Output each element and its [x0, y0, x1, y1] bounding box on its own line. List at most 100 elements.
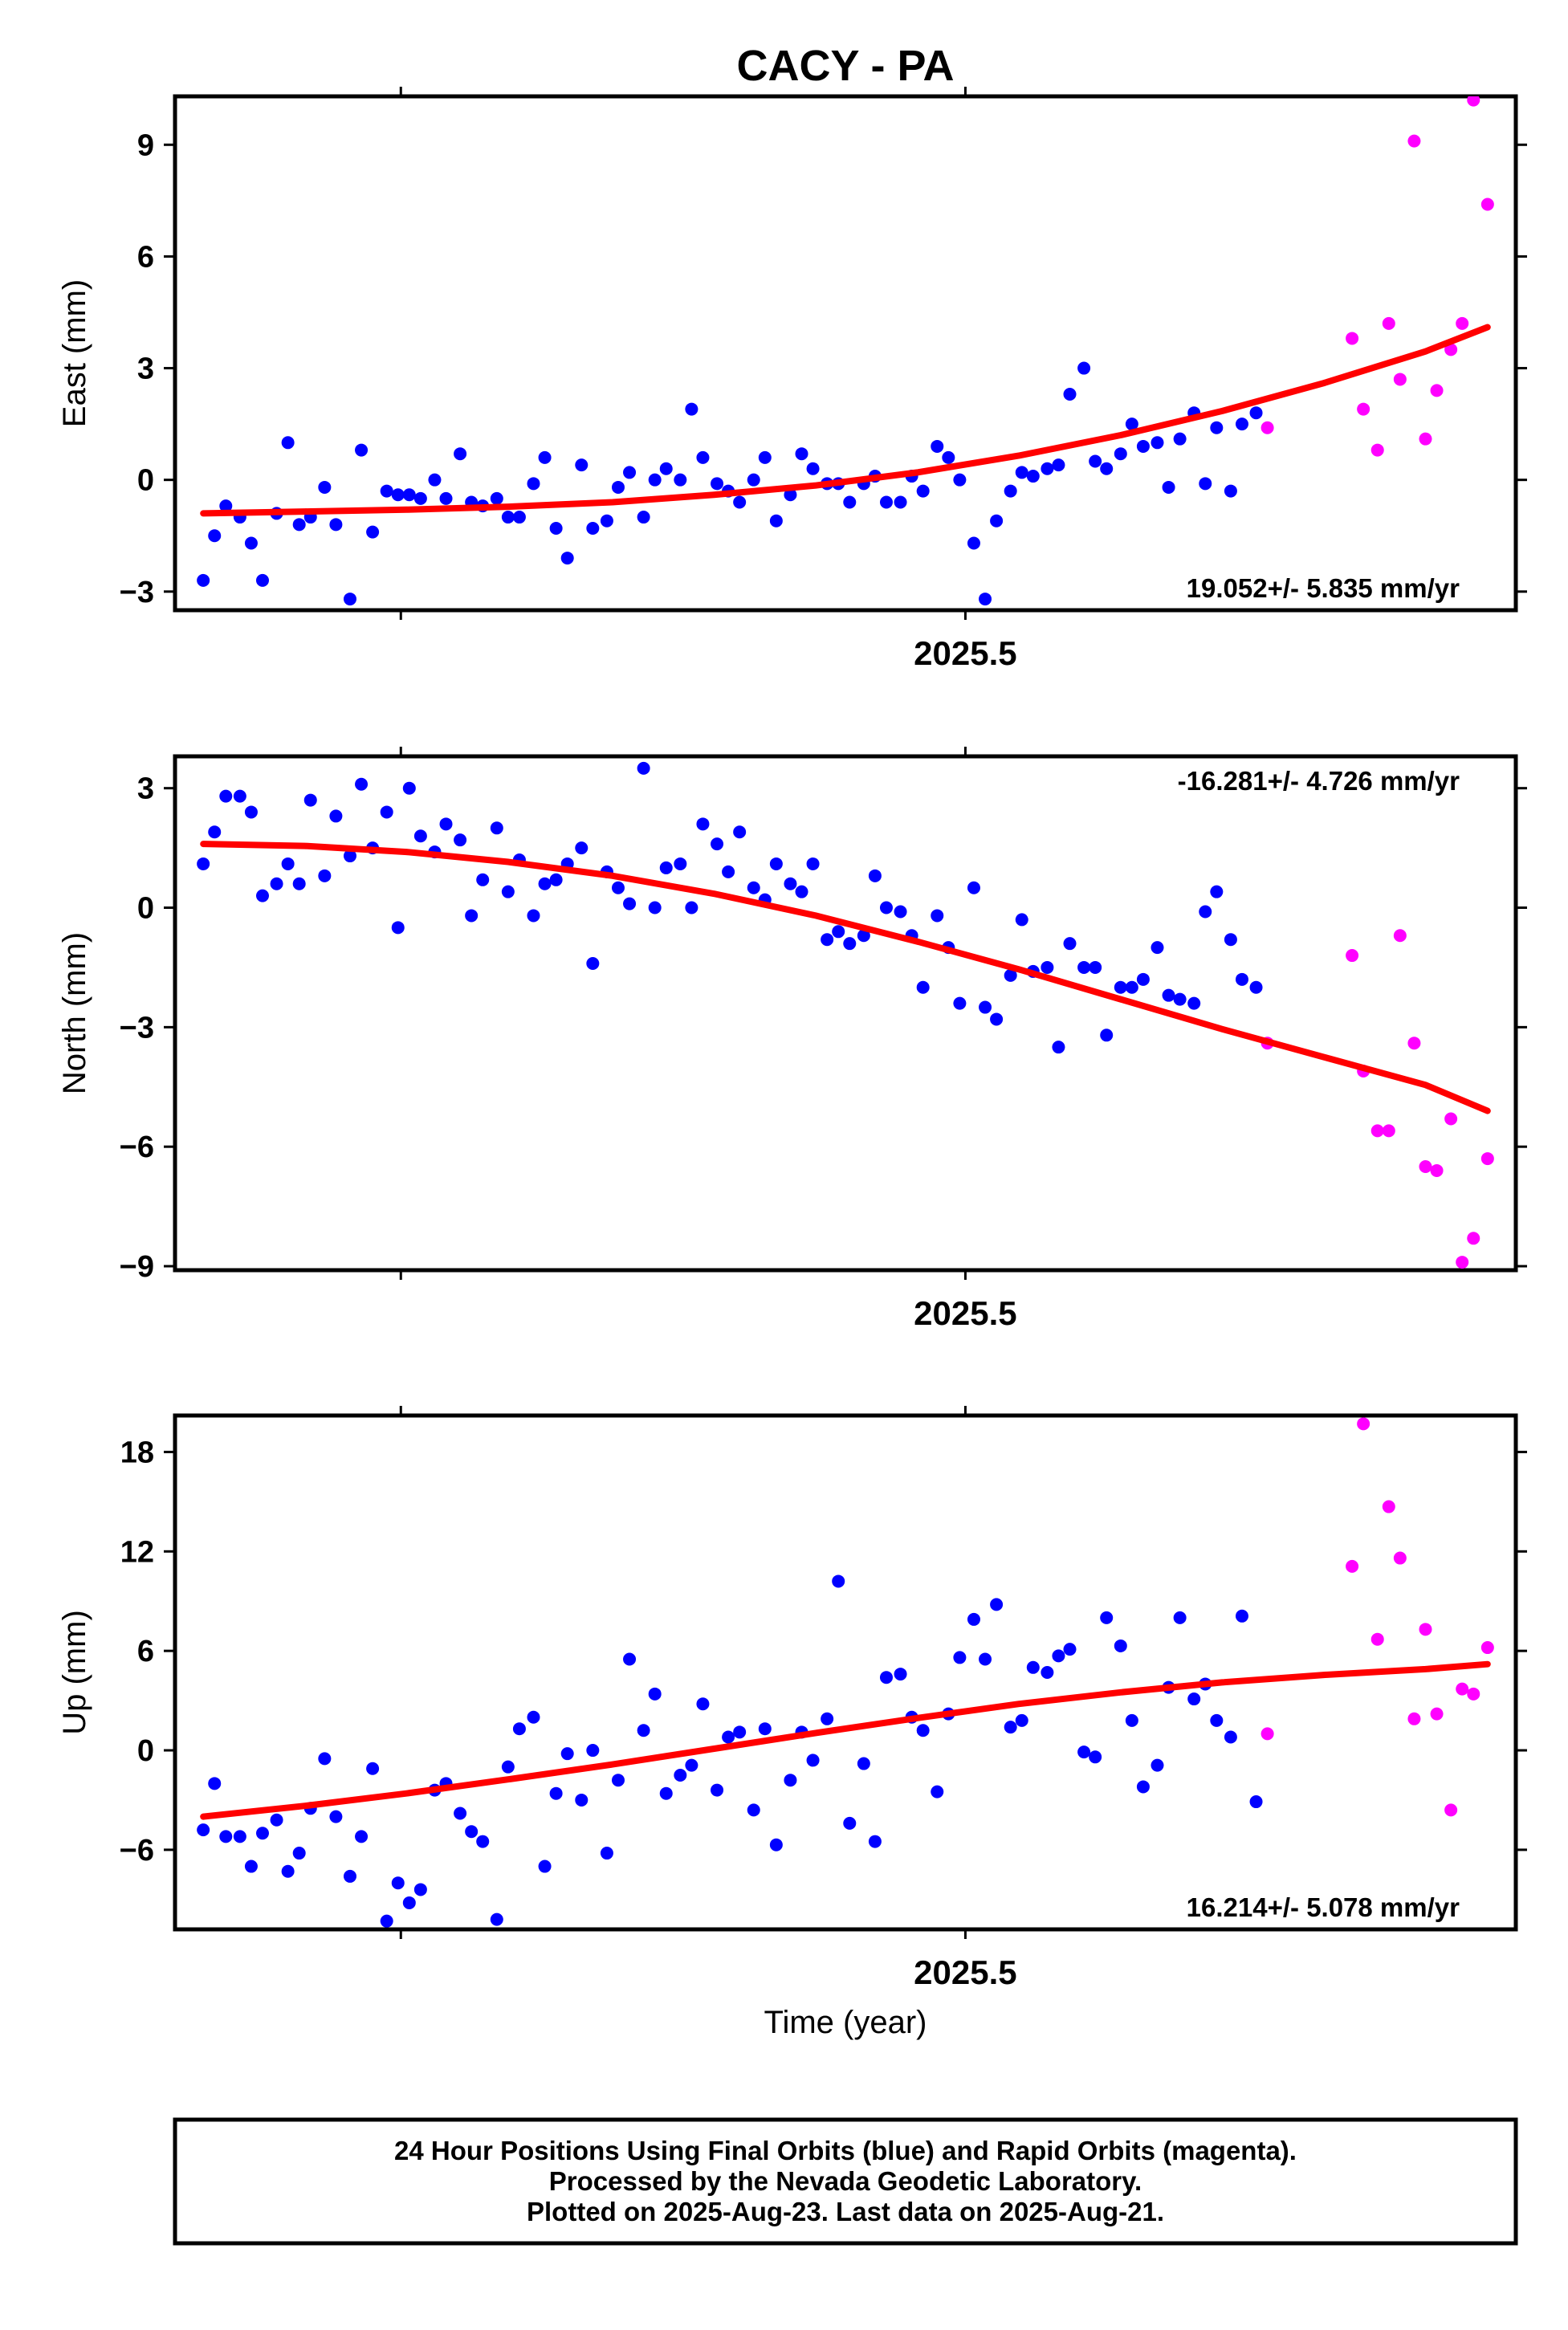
east-final-point — [560, 552, 574, 565]
east-final-point — [953, 473, 967, 487]
east-final-point — [1100, 462, 1114, 475]
north-final-point — [465, 909, 479, 923]
north-ytick-label: −9 — [120, 1250, 154, 1284]
north-final-point — [1235, 972, 1248, 986]
up-final-point — [244, 1860, 258, 1873]
north-ytick-label: −3 — [120, 1011, 154, 1045]
north-xtick-label: 2025.5 — [914, 1294, 1016, 1332]
north-final-point — [1173, 992, 1187, 1006]
east-rapid-point — [1467, 96, 1480, 107]
up-xtick-label: 2025.5 — [914, 1953, 1016, 1991]
north-final-point — [1041, 960, 1054, 974]
east-final-point — [1015, 466, 1028, 479]
north-final-point — [501, 885, 515, 898]
north-final-point — [292, 877, 306, 890]
east-final-point — [255, 573, 269, 587]
north-final-point — [391, 921, 405, 935]
north-final-point — [586, 956, 600, 970]
north-final-point — [868, 869, 882, 882]
up-final-point — [380, 1914, 393, 1928]
north-ytick-label: 3 — [137, 772, 154, 806]
north-final-point — [1224, 933, 1237, 947]
east-final-point — [1249, 406, 1263, 420]
up-final-point — [292, 1847, 306, 1860]
north-final-point — [990, 1012, 1004, 1026]
up-rapid-point — [1444, 1803, 1458, 1817]
north-final-point — [1015, 913, 1028, 927]
north-final-point — [490, 821, 503, 835]
up-final-point — [758, 1722, 772, 1736]
north-rate-label: -16.281+/- 4.726 mm/yr — [1178, 766, 1460, 796]
up-final-point — [600, 1847, 613, 1860]
east-final-point — [685, 402, 698, 416]
east-final-point — [1026, 470, 1040, 483]
north-final-point — [1089, 960, 1102, 974]
east-rapid-point — [1444, 343, 1458, 356]
up-final-point — [1026, 1660, 1040, 1674]
east-final-point — [512, 511, 526, 524]
up-final-point — [538, 1860, 552, 1873]
up-rapid-point — [1393, 1551, 1407, 1565]
north-final-point — [1100, 1029, 1114, 1042]
north-final-point — [439, 817, 453, 831]
east-final-point — [1004, 484, 1017, 498]
up-final-point — [1114, 1639, 1127, 1652]
north-final-point — [219, 789, 233, 803]
up-final-point — [355, 1830, 369, 1843]
east-final-point — [611, 480, 625, 494]
north-final-point — [1187, 996, 1201, 1010]
east-final-point — [428, 473, 442, 487]
east-final-point — [623, 466, 637, 479]
east-rapid-point — [1407, 134, 1421, 148]
east-final-point — [1210, 421, 1224, 434]
up-final-point — [270, 1813, 283, 1827]
up-final-point — [560, 1747, 574, 1761]
north-final-point — [967, 881, 980, 894]
north-final-point — [916, 980, 930, 994]
up-final-point — [1089, 1750, 1102, 1764]
north-y-axis-label: North (mm) — [57, 932, 92, 1094]
east-final-point — [879, 495, 893, 509]
east-final-point — [747, 473, 760, 487]
up-trend-line — [200, 1660, 1491, 1820]
north-final-point — [538, 877, 552, 890]
footer-line-3: Plotted on 2025-Aug-23. Last data on 202… — [527, 2197, 1164, 2226]
north-final-point — [637, 761, 650, 775]
up-final-point — [931, 1785, 944, 1798]
up-final-point — [1052, 1649, 1065, 1663]
north-final-point — [623, 897, 637, 910]
up-final-point — [1100, 1611, 1114, 1624]
east-ytick-label: 0 — [137, 464, 154, 498]
east-final-point — [219, 499, 233, 513]
north-final-point — [549, 873, 563, 886]
up-final-point — [659, 1786, 673, 1800]
up-final-point — [586, 1744, 600, 1758]
north-final-point — [343, 849, 356, 863]
north-final-point — [1136, 972, 1150, 986]
up-final-point — [413, 1883, 427, 1896]
north-final-point — [857, 929, 870, 943]
north-rapid-point — [1480, 1152, 1494, 1166]
east-final-point — [1151, 436, 1164, 450]
east-final-point — [549, 521, 563, 535]
up-final-point — [281, 1864, 295, 1878]
east-final-point — [197, 573, 210, 587]
east-frame — [173, 94, 1518, 613]
east-final-point — [942, 450, 955, 464]
up-final-point — [611, 1774, 625, 1787]
north-final-point — [685, 901, 698, 914]
up-final-point — [197, 1823, 210, 1837]
east-final-point — [366, 525, 380, 539]
east-final-point — [454, 447, 467, 461]
east-final-point — [329, 518, 343, 532]
up-final-point — [1187, 1693, 1201, 1706]
up-final-point — [465, 1825, 479, 1839]
north-final-point — [674, 857, 687, 870]
north-final-point — [233, 789, 246, 803]
up-final-point — [623, 1652, 637, 1666]
east-final-point — [575, 458, 589, 472]
north-final-point — [1162, 988, 1175, 1002]
north-final-point — [832, 925, 845, 939]
up-final-point — [575, 1793, 589, 1807]
up-final-point — [391, 1876, 405, 1890]
